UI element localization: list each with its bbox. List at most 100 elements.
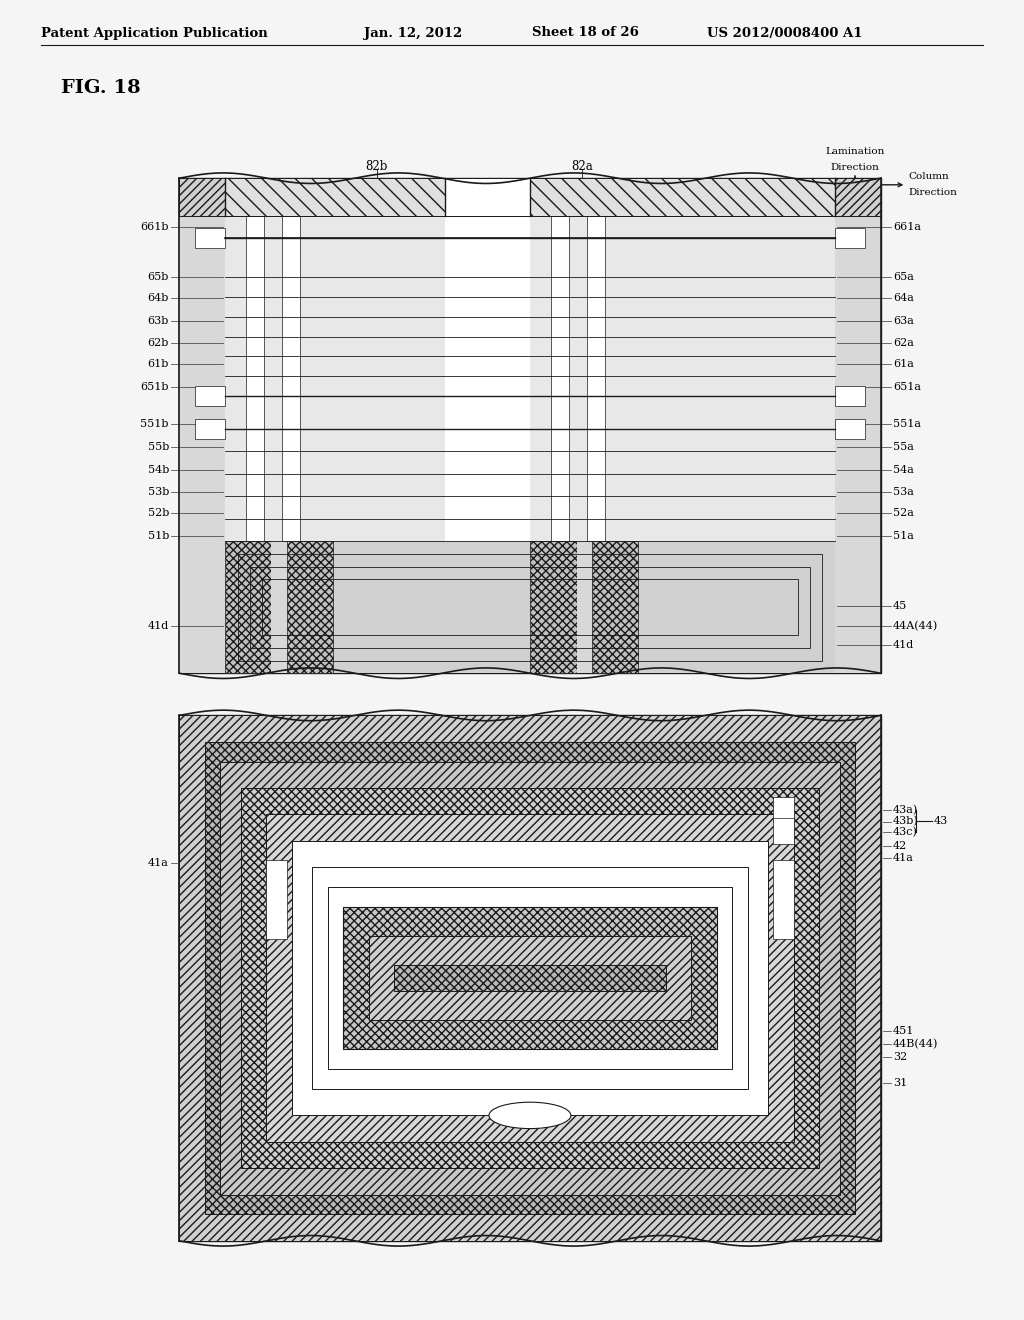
Text: 52a: 52a [893,508,913,519]
Bar [225,216,835,541]
Bar [225,216,445,541]
Bar [250,566,810,648]
Text: 65b: 65b [147,272,169,282]
Text: Column: Column [908,173,949,181]
Text: US 2012/0008400 A1: US 2012/0008400 A1 [707,26,862,40]
Bar [312,867,748,1089]
Text: 82a: 82a [570,160,593,173]
Text: 55a: 55a [893,442,913,453]
Text: 53b: 53b [147,487,169,498]
Text: 51a: 51a [893,531,913,541]
Bar [179,178,225,673]
Text: 661a: 661a [893,222,921,232]
Text: 661b: 661b [140,222,169,232]
Bar [328,887,732,1069]
Bar [773,818,794,845]
Bar [266,859,287,939]
Bar [551,216,569,541]
Text: 51b: 51b [147,531,169,541]
Text: 451: 451 [893,1026,914,1036]
Text: 54b: 54b [147,465,169,475]
Ellipse shape [489,1102,571,1129]
Bar [394,965,666,991]
Text: 32: 32 [893,1052,907,1061]
Text: 44A(44): 44A(44) [893,620,938,631]
Bar [592,541,638,673]
Text: Direction: Direction [830,164,880,172]
Text: 63a: 63a [893,315,913,326]
Bar [179,178,881,673]
Text: 31: 31 [893,1078,907,1088]
Bar [287,541,333,673]
Bar [530,541,577,673]
Bar [835,178,881,673]
Text: 551a: 551a [893,418,921,429]
Bar [587,216,605,541]
Bar [266,814,794,1142]
Text: 41d: 41d [147,620,169,631]
Text: 41d: 41d [893,640,914,651]
Bar [262,579,798,635]
Text: 62b: 62b [147,338,169,348]
Text: 651b: 651b [140,381,169,392]
Bar [292,841,768,1115]
Text: 43c): 43c) [893,826,918,837]
Bar [445,216,530,541]
Bar [179,715,881,1241]
Bar [271,541,287,673]
Bar [241,788,819,1168]
Text: 44B(44): 44B(44) [893,1039,938,1049]
Bar [773,797,794,824]
Bar [195,227,225,248]
Text: 62a: 62a [893,338,913,348]
Text: 651a: 651a [893,381,921,392]
Text: 63b: 63b [147,315,169,326]
Bar [179,715,881,1241]
Bar [530,216,835,541]
Bar [369,936,691,1020]
Bar [246,216,264,541]
Text: Direction: Direction [908,189,957,197]
Bar [835,418,865,438]
Text: 43: 43 [934,816,948,826]
Text: 61b: 61b [147,359,169,370]
Bar [220,762,840,1195]
Bar [343,907,717,1049]
Text: Jan. 12, 2012: Jan. 12, 2012 [364,26,462,40]
Text: 82b: 82b [366,160,388,173]
Bar [343,907,717,1049]
Text: 52b: 52b [147,508,169,519]
Bar [445,178,530,216]
Bar [835,227,865,248]
Bar [577,541,592,673]
Text: 45: 45 [893,601,907,611]
Bar [205,742,855,1214]
Text: 61a: 61a [893,359,913,370]
Bar [225,178,445,216]
Text: Patent Application Publication: Patent Application Publication [41,26,267,40]
Bar [225,541,271,673]
Text: 64b: 64b [147,293,169,304]
Text: Lamination: Lamination [825,148,885,156]
Text: 42: 42 [893,841,907,850]
Text: FIG. 18: FIG. 18 [61,79,141,98]
Text: 43a): 43a) [893,805,919,816]
Bar [530,178,835,216]
Bar [195,418,225,438]
Text: 65a: 65a [893,272,913,282]
Bar [835,385,865,407]
Bar [179,178,881,216]
Text: 64a: 64a [893,293,913,304]
Text: 54a: 54a [893,465,913,475]
Text: 53a: 53a [893,487,913,498]
Text: 41a: 41a [893,853,913,863]
Text: Sheet 18 of 26: Sheet 18 of 26 [532,26,639,40]
Bar [225,541,835,673]
Bar [238,554,822,660]
Text: 41a: 41a [148,858,169,867]
Bar [195,385,225,407]
Text: 55b: 55b [147,442,169,453]
Text: 551b: 551b [140,418,169,429]
Text: 43b): 43b) [893,816,919,826]
Bar [773,859,794,939]
